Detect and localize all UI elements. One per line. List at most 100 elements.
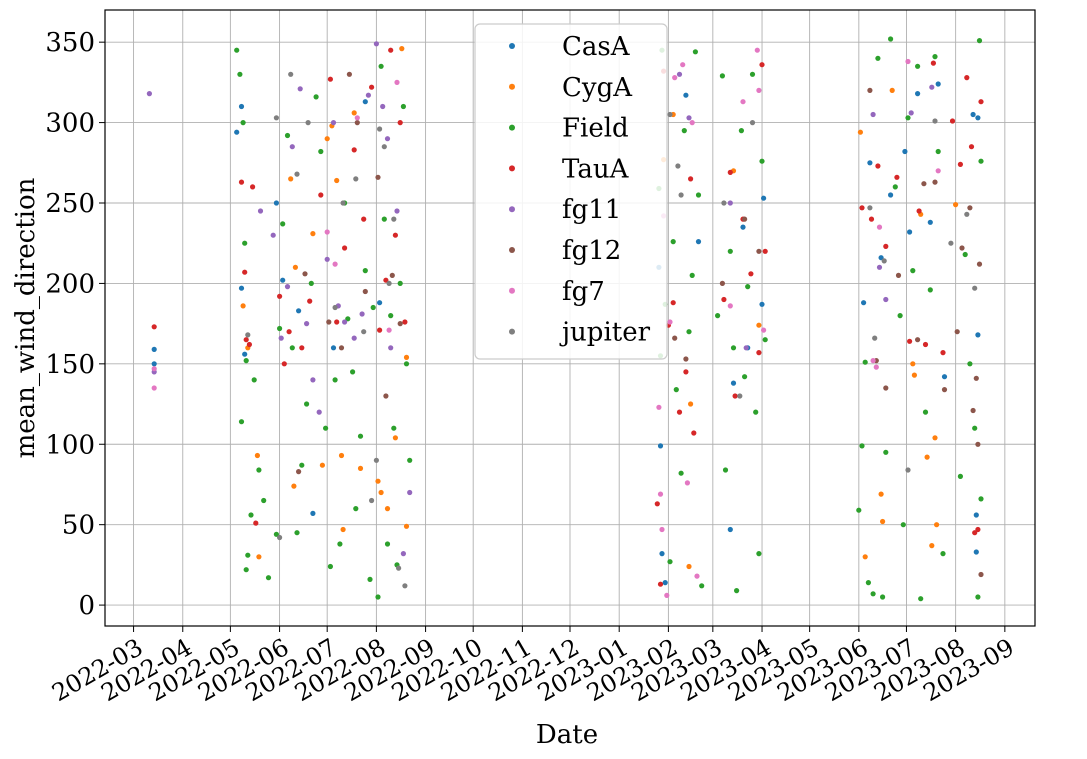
data-point — [761, 327, 767, 333]
data-point — [342, 245, 348, 251]
data-point — [369, 497, 375, 504]
data-point — [383, 393, 389, 399]
data-point — [973, 512, 979, 518]
y-tick-label: 100 — [45, 430, 95, 460]
data-point — [975, 441, 981, 447]
data-point — [941, 374, 948, 380]
data-point — [857, 129, 864, 135]
y-tick-label: 50 — [62, 511, 95, 541]
series-taua — [151, 47, 984, 587]
data-point — [377, 300, 383, 306]
data-point — [868, 216, 875, 222]
data-point — [870, 591, 876, 597]
y-tick-label: 350 — [45, 28, 95, 58]
legend-label: fg7 — [562, 277, 605, 307]
data-point — [738, 128, 745, 134]
data-point — [935, 148, 941, 155]
data-point — [310, 510, 316, 516]
data-point — [302, 271, 308, 277]
data-point — [967, 361, 973, 367]
data-point — [151, 385, 157, 391]
data-point — [667, 319, 673, 325]
data-point — [378, 63, 384, 69]
data-point — [659, 526, 665, 533]
data-point — [361, 329, 367, 335]
data-point — [905, 115, 911, 121]
data-point — [715, 313, 721, 319]
legend-marker — [509, 165, 515, 172]
data-point — [388, 313, 394, 319]
data-point — [257, 208, 264, 214]
data-point — [305, 120, 311, 126]
legend-label: fg11 — [562, 195, 621, 225]
data-point — [151, 346, 157, 352]
data-point — [375, 478, 381, 484]
data-point — [327, 563, 333, 570]
data-point — [954, 329, 960, 335]
data-point — [918, 596, 924, 602]
data-point — [719, 280, 726, 286]
data-point — [394, 79, 400, 85]
data-point — [670, 239, 676, 245]
legend-label: CygA — [562, 73, 633, 103]
data-point — [384, 506, 391, 512]
data-point — [929, 84, 935, 90]
data-point — [867, 87, 873, 93]
data-point — [686, 329, 692, 335]
data-point — [384, 541, 391, 547]
data-point — [288, 71, 294, 77]
data-point — [737, 393, 743, 399]
data-point — [694, 573, 700, 579]
data-point — [978, 496, 984, 502]
data-point — [915, 91, 921, 97]
data-point — [242, 240, 248, 246]
data-point — [964, 75, 970, 81]
data-point — [151, 324, 157, 330]
data-point — [672, 75, 678, 81]
data-point — [902, 148, 908, 155]
data-point — [940, 551, 946, 557]
data-point — [978, 158, 984, 164]
data-point — [876, 264, 883, 270]
data-point — [351, 335, 357, 341]
data-point — [684, 480, 691, 486]
data-point — [327, 76, 333, 82]
data-point — [727, 303, 733, 309]
data-point — [402, 583, 408, 589]
data-point — [273, 200, 279, 206]
data-point — [892, 184, 898, 190]
data-point — [397, 321, 403, 327]
y-tick-label: 300 — [45, 109, 95, 139]
data-point — [880, 518, 886, 525]
data-point — [745, 284, 751, 290]
data-point — [248, 512, 254, 518]
data-point — [878, 491, 884, 497]
data-point — [332, 304, 338, 311]
data-point — [400, 551, 406, 557]
data-point — [350, 369, 356, 375]
data-point — [721, 200, 727, 206]
data-point — [915, 337, 921, 343]
data-point — [377, 327, 383, 333]
data-point — [672, 335, 678, 341]
data-point — [970, 407, 976, 414]
data-point — [351, 147, 357, 153]
data-point — [678, 470, 684, 476]
data-point — [930, 60, 937, 66]
data-point — [907, 338, 913, 344]
data-point — [659, 551, 665, 557]
data-point — [932, 179, 938, 185]
data-point — [289, 144, 295, 150]
data-point — [934, 522, 940, 528]
data-point — [730, 345, 737, 351]
data-point — [402, 319, 408, 325]
data-point — [756, 87, 762, 93]
data-point — [273, 531, 279, 537]
data-point — [289, 345, 295, 351]
data-point — [959, 245, 965, 251]
data-point — [972, 530, 978, 536]
data-point — [749, 120, 756, 126]
data-point — [856, 507, 862, 513]
data-point — [386, 280, 392, 286]
data-point — [686, 115, 692, 121]
